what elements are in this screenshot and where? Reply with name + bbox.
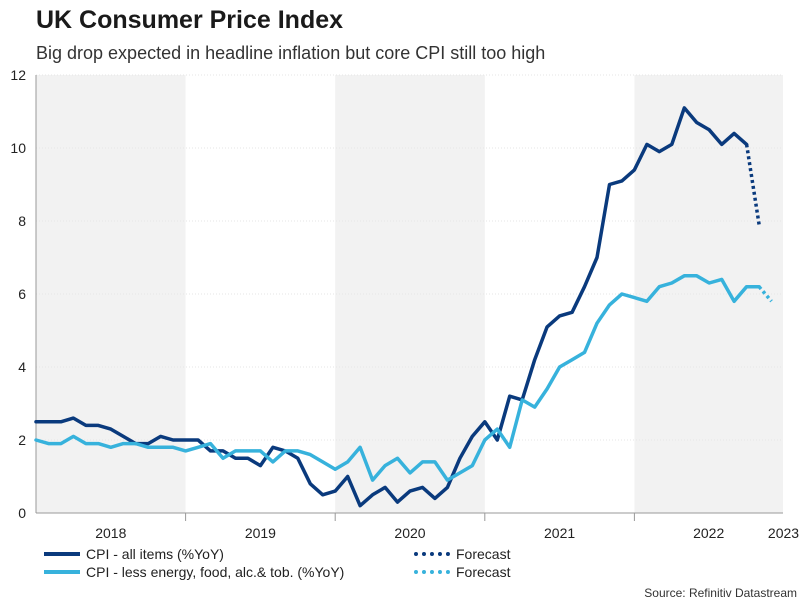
legend-core-label: CPI - less energy, food, alc.& tob. (%Yo… — [86, 564, 345, 580]
series-line-core — [34, 274, 761, 482]
y-tick-label: 12 — [10, 67, 26, 83]
x-tick-label: 2019 — [245, 525, 276, 541]
legend-headline-label: CPI - all items (%YoY) — [86, 546, 224, 562]
y-tick-label: 10 — [10, 140, 26, 156]
x-tick-label: 2022 — [693, 525, 724, 541]
y-tick-label: 8 — [18, 213, 26, 229]
legend-forecast-core-label: Forecast — [456, 564, 511, 580]
y-tick-label: 2 — [18, 432, 26, 448]
legend-forecast-headline-swatch — [414, 552, 450, 556]
legend-headline: CPI - all items (%YoY) — [44, 546, 224, 562]
x-tick-label: 2023 — [768, 525, 799, 541]
chart-title: UK Consumer Price Index — [36, 6, 344, 34]
legend-forecast-core-swatch — [414, 570, 450, 574]
y-tick-label: 6 — [18, 286, 26, 302]
x-tick-label: 2021 — [544, 525, 575, 541]
legend-core: CPI - less energy, food, alc.& tob. (%Yo… — [44, 564, 344, 580]
series-line-headline — [34, 106, 749, 508]
x-tick-label: 2018 — [95, 525, 126, 541]
legend-forecast-headline: Forecast — [414, 546, 510, 562]
x-tick-label: 2020 — [394, 525, 425, 541]
y-tick-label: 4 — [18, 359, 26, 375]
legend-forecast-headline-label: Forecast — [456, 546, 511, 562]
legend-forecast-core: Forecast — [414, 564, 510, 580]
forecast-line-headline — [744, 144, 761, 225]
source-note: Source: Refinitiv Datastream — [644, 586, 797, 600]
chart-subtitle: Big drop expected in headline inflation … — [36, 43, 546, 63]
y-tick-label: 0 — [18, 505, 26, 521]
legend-headline-swatch — [44, 552, 80, 556]
legend-core-swatch — [44, 570, 80, 574]
